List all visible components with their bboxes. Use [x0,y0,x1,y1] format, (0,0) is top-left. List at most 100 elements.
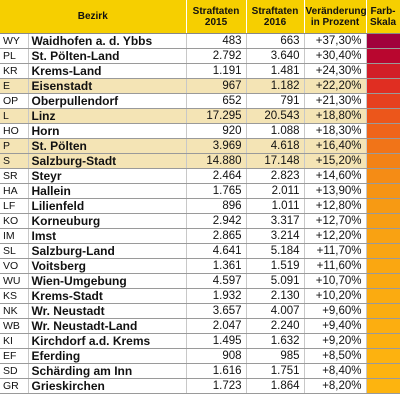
crimes-2015: 4.597 [186,273,247,289]
table-row: SR Steyr 2.464 2.823 +14,60% [0,168,400,184]
change-percent: +22,20% [304,78,367,94]
change-percent: +12,80% [304,198,367,214]
district-code: HO [0,123,29,139]
table-row: WU Wien-Umgebung 4.597 5.091 +10,70% [0,273,400,289]
table-row: LF Lilienfeld 896 1.011 +12,80% [0,198,400,214]
color-swatch [366,228,400,244]
table-row: WY Waidhofen a. d. Ybbs 483 663 +37,30% [0,33,400,49]
color-swatch [366,363,400,379]
crimes-2015: 652 [186,93,247,109]
crimes-2015: 908 [186,348,247,364]
crimes-2015: 1.361 [186,258,247,274]
color-swatch [366,318,400,334]
district-code: HA [0,183,29,199]
crimes-2016: 1.751 [246,363,305,379]
district-name: Schärding am Inn [28,363,187,379]
table-row: EF Eferding 908 985 +8,50% [0,348,400,364]
crimes-2015: 14.880 [186,153,247,169]
crimes-2015: 17.295 [186,108,247,124]
district-code: VO [0,258,29,274]
district-name: Grieskirchen [28,378,187,394]
change-percent: +10,20% [304,288,367,304]
district-name: Eferding [28,348,187,364]
change-percent: +30,40% [304,48,367,64]
crimes-2016: 4.007 [246,303,305,319]
crimes-2016: 3.214 [246,228,305,244]
change-percent: +13,90% [304,183,367,199]
district-code: PL [0,48,29,64]
color-swatch [366,123,400,139]
change-percent: +10,70% [304,273,367,289]
change-percent: +37,30% [304,33,367,49]
district-name: Krems-Land [28,63,187,79]
color-swatch [366,288,400,304]
district-code: EF [0,348,29,364]
crimes-2016: 2.011 [246,183,305,199]
color-swatch [366,168,400,184]
district-code: P [0,138,29,154]
color-swatch [366,198,400,214]
district-code: WB [0,318,29,334]
district-name: Imst [28,228,187,244]
crimes-2015: 2.942 [186,213,247,229]
crimes-2016: 3.317 [246,213,305,229]
change-percent: +18,30% [304,123,367,139]
district-code: S [0,153,29,169]
crimes-2016: 663 [246,33,305,49]
color-swatch [366,108,400,124]
table-row: PL St. Pölten-Land 2.792 3.640 +30,40% [0,48,400,64]
color-swatch [366,213,400,229]
change-percent: +11,70% [304,243,367,259]
header-cell: Veränderung in Prozent [304,0,367,34]
district-name: Eisenstadt [28,78,187,94]
district-code: NK [0,303,29,319]
table-row: IM Imst 2.865 3.214 +12,20% [0,228,400,244]
district-name: St. Pölten [28,138,187,154]
district-name: Salzburg-Stadt [28,153,187,169]
change-percent: +14,60% [304,168,367,184]
district-code: KS [0,288,29,304]
color-swatch [366,273,400,289]
district-name: Lilienfeld [28,198,187,214]
crimes-2016: 5.184 [246,243,305,259]
table-row: SL Salzburg-Land 4.641 5.184 +11,70% [0,243,400,259]
district-name: Steyr [28,168,187,184]
table-row: KR Krems-Land 1.191 1.481 +24,30% [0,63,400,79]
change-percent: +15,20% [304,153,367,169]
table-row: KS Krems-Stadt 1.932 2.130 +10,20% [0,288,400,304]
district-code: WU [0,273,29,289]
header-cell: Bezirk [0,0,187,34]
crimes-2016: 1.864 [246,378,305,394]
crimes-2016: 2.240 [246,318,305,334]
color-swatch [366,378,400,394]
district-name: Wr. Neustadt [28,303,187,319]
color-swatch [366,153,400,169]
table-row: HO Horn 920 1.088 +18,30% [0,123,400,139]
crimes-2015: 1.616 [186,363,247,379]
color-swatch [366,243,400,259]
district-code: LF [0,198,29,214]
district-name: Oberpullendorf [28,93,187,109]
district-code: SL [0,243,29,259]
table-row: VO Voitsberg 1.361 1.519 +11,60% [0,258,400,274]
color-swatch [366,348,400,364]
crimes-2016: 985 [246,348,305,364]
crimes-2016: 1.519 [246,258,305,274]
district-code: IM [0,228,29,244]
crimes-2016: 1.088 [246,123,305,139]
crimes-2016: 791 [246,93,305,109]
table-body: WY Waidhofen a. d. Ybbs 483 663 +37,30% PL St.… [0,33,400,394]
table-row: P St. Pölten 3.969 4.618 +16,40% [0,138,400,154]
district-code: OP [0,93,29,109]
change-percent: +18,80% [304,108,367,124]
table-row: WB Wr. Neustadt-Land 2.047 2.240 +9,40% [0,318,400,334]
change-percent: +24,30% [304,63,367,79]
district-code: KI [0,333,29,349]
table-row: SD Schärding am Inn 1.616 1.751 +8,40% [0,363,400,379]
change-percent: +8,40% [304,363,367,379]
color-swatch [366,63,400,79]
crimes-2015: 4.641 [186,243,247,259]
district-code: KO [0,213,29,229]
